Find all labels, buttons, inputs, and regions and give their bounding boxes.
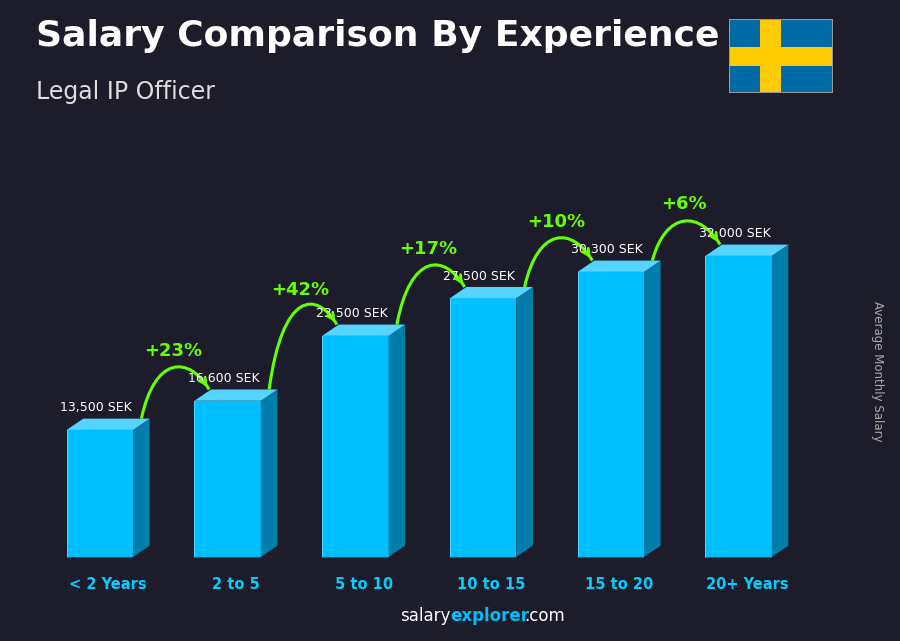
Text: explorer: explorer — [450, 607, 529, 625]
Text: +17%: +17% — [399, 240, 457, 258]
Polygon shape — [67, 419, 149, 430]
Polygon shape — [578, 272, 644, 557]
Polygon shape — [194, 390, 277, 401]
Polygon shape — [706, 245, 788, 256]
Polygon shape — [729, 19, 832, 93]
Polygon shape — [772, 245, 788, 557]
Polygon shape — [322, 324, 405, 336]
Polygon shape — [389, 324, 405, 557]
Polygon shape — [578, 261, 661, 272]
Text: 13,500 SEK: 13,500 SEK — [60, 401, 132, 414]
Text: Salary Comparison By Experience: Salary Comparison By Experience — [36, 19, 719, 53]
Text: 5 to 10: 5 to 10 — [335, 577, 392, 592]
Text: 20+ Years: 20+ Years — [706, 577, 788, 592]
Text: 32,000 SEK: 32,000 SEK — [699, 228, 770, 240]
Text: +6%: +6% — [661, 196, 707, 213]
Text: 15 to 20: 15 to 20 — [585, 577, 653, 592]
Polygon shape — [760, 19, 781, 93]
Text: .com: .com — [524, 607, 564, 625]
Polygon shape — [450, 298, 517, 557]
Polygon shape — [133, 419, 149, 557]
Polygon shape — [450, 287, 533, 298]
Text: 2 to 5: 2 to 5 — [212, 577, 260, 592]
Polygon shape — [322, 336, 389, 557]
Text: +42%: +42% — [272, 281, 329, 299]
Polygon shape — [706, 256, 772, 557]
Text: Legal IP Officer: Legal IP Officer — [36, 80, 215, 104]
Text: 10 to 15: 10 to 15 — [457, 577, 526, 592]
Polygon shape — [517, 287, 533, 557]
Polygon shape — [67, 430, 133, 557]
Text: salary: salary — [400, 607, 450, 625]
Text: +10%: +10% — [526, 213, 585, 231]
Text: 27,500 SEK: 27,500 SEK — [444, 270, 516, 283]
Polygon shape — [261, 390, 277, 557]
Text: < 2 Years: < 2 Years — [69, 577, 147, 592]
Text: 16,600 SEK: 16,600 SEK — [188, 372, 259, 385]
Polygon shape — [644, 261, 661, 557]
Text: 23,500 SEK: 23,500 SEK — [316, 307, 388, 320]
Polygon shape — [729, 47, 832, 65]
Text: Average Monthly Salary: Average Monthly Salary — [871, 301, 884, 442]
Text: +23%: +23% — [144, 342, 202, 360]
Polygon shape — [194, 401, 261, 557]
Text: 30,300 SEK: 30,300 SEK — [572, 244, 643, 256]
